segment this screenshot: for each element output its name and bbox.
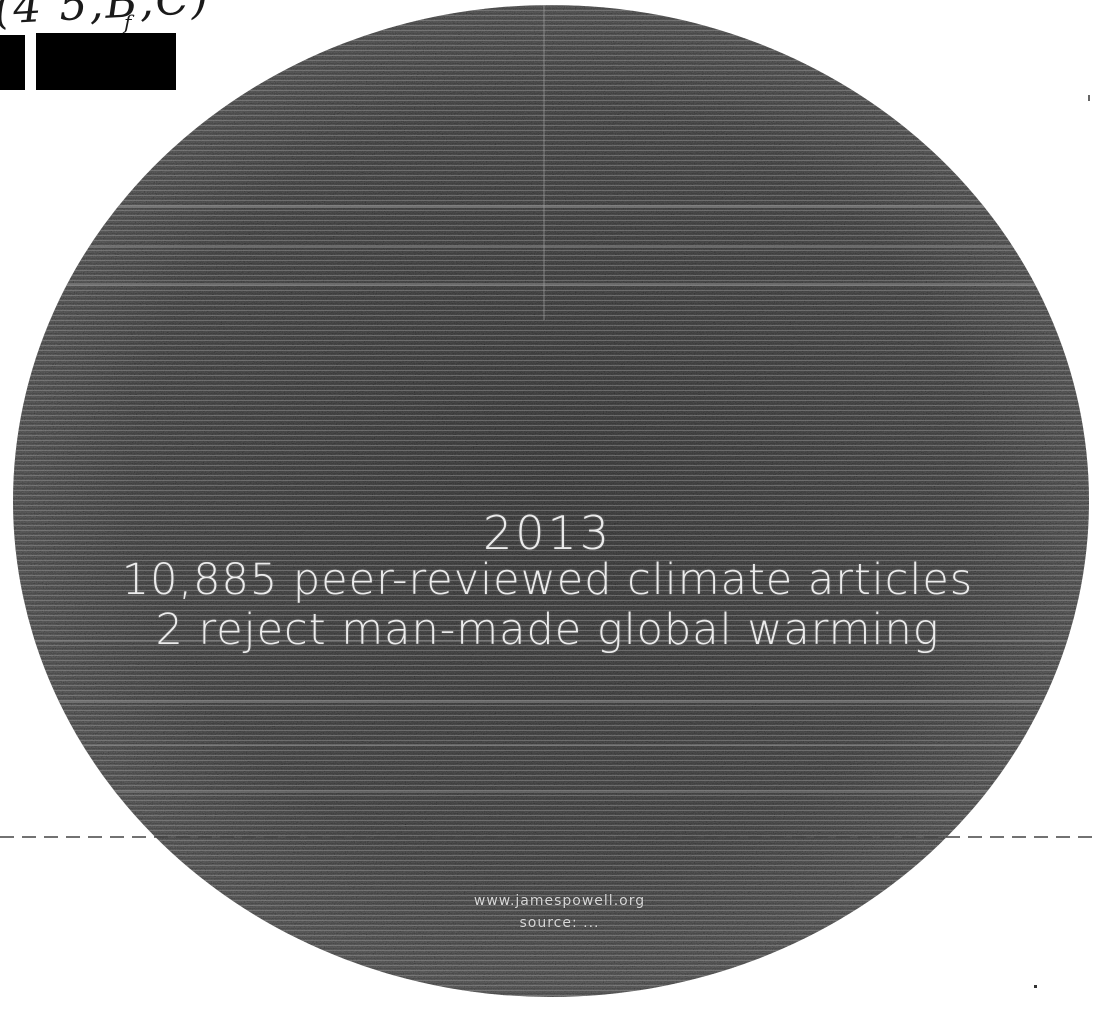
speck — [1034, 985, 1037, 988]
headline-reject: 2 reject man-made global warming — [155, 605, 940, 655]
source-url: www.jamespowell.org — [473, 893, 646, 909]
handwritten-mark: f — [124, 10, 132, 34]
redaction-box — [36, 33, 176, 90]
redaction-box — [0, 35, 25, 90]
year-label: 2013 — [482, 506, 613, 560]
source-credit: source: ... — [519, 915, 600, 931]
speck — [1088, 95, 1090, 101]
headline-articles: 10,885 peer-reviewed climate articles — [121, 555, 974, 605]
